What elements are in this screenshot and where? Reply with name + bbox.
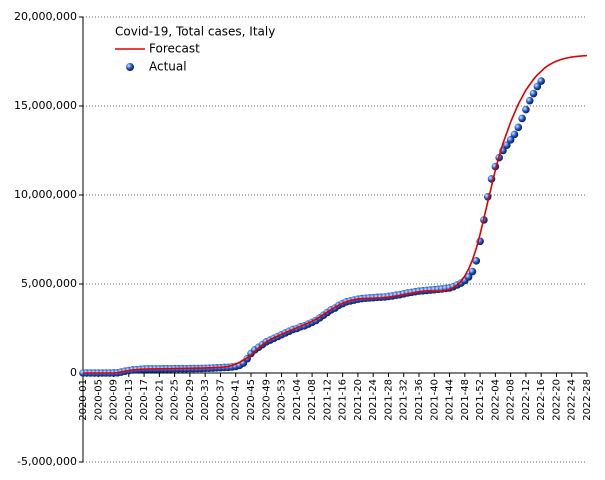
chart-title: Covid-19, Total cases, Italy	[115, 25, 275, 39]
actual-point	[525, 96, 534, 105]
x-tick-label: 2020-05	[93, 379, 104, 421]
x-tick-label: 2022-08	[506, 379, 517, 421]
actual-point	[518, 114, 526, 123]
x-tick-label: 2022-16	[536, 379, 547, 421]
y-tick-label: 15,000,000	[14, 99, 77, 112]
x-tick-label: 2022-20	[551, 379, 562, 421]
actual-point	[464, 273, 473, 281]
x-tick-label: 2021-44	[445, 379, 456, 421]
x-tick-label: 2021-28	[383, 379, 394, 421]
forecast-line	[83, 54, 588, 374]
x-tick-label: 2020-01	[78, 379, 89, 421]
x-tick-label: 2021-32	[399, 379, 410, 421]
y-tick-label: 10,000,000	[14, 188, 77, 201]
x-tick-label: 2020-45	[246, 379, 257, 421]
x-tick-label: 2020-25	[170, 379, 181, 421]
y-tick-label: 5,000,000	[21, 277, 77, 290]
x-tick-label: 2021-48	[460, 379, 471, 421]
actual-point	[522, 105, 530, 114]
x-tick-label: 2020-17	[139, 379, 150, 421]
x-tick-label: 2021-04	[292, 379, 303, 421]
actual-point	[506, 136, 515, 144]
x-tick-label: 2021-40	[429, 379, 440, 421]
x-tick-label: 2022-24	[567, 379, 578, 421]
x-tick-label: 2020-13	[124, 379, 135, 421]
x-tick-label: 2021-16	[338, 379, 349, 421]
y-tick-label: 20,000,000	[14, 10, 77, 23]
actual-point	[529, 89, 538, 98]
x-tick-label: 2021-08	[307, 379, 318, 421]
x-tick-label: 2020-29	[185, 379, 196, 421]
actual-point	[472, 257, 481, 265]
legend-label: Actual	[149, 60, 187, 74]
x-tick-label: 2020-21	[154, 379, 165, 421]
y-tick-label: -5,000,000	[17, 455, 77, 468]
y-tick-label: 0	[70, 366, 77, 379]
x-tick-label: 2021-24	[368, 379, 379, 421]
x-tick-label: 2020-53	[277, 379, 288, 421]
actual-point	[510, 130, 519, 139]
legend-label: Forecast	[149, 42, 200, 56]
actual-point	[514, 123, 523, 132]
x-tick-label: 2020-33	[200, 379, 211, 421]
x-tick-label: 2022-04	[490, 379, 501, 421]
x-tick-label: 2020-49	[261, 379, 272, 421]
x-tick-label: 2020-09	[109, 379, 120, 421]
legend-swatch	[126, 63, 134, 71]
actual-point	[533, 82, 542, 91]
actual-point	[468, 267, 477, 276]
x-tick-label: 2021-52	[475, 379, 486, 421]
actual-point	[503, 141, 511, 149]
x-tick-label: 2021-12	[322, 379, 333, 421]
x-tick-label: 2022-12	[521, 379, 532, 421]
x-tick-label: 2021-36	[414, 379, 425, 421]
x-tick-label: 2020-37	[215, 379, 226, 421]
x-tick-label: 2022-28	[582, 379, 593, 421]
x-tick-label: 2020-41	[231, 379, 242, 421]
x-tick-label: 2021-20	[353, 379, 364, 421]
actual-point	[537, 77, 545, 85]
